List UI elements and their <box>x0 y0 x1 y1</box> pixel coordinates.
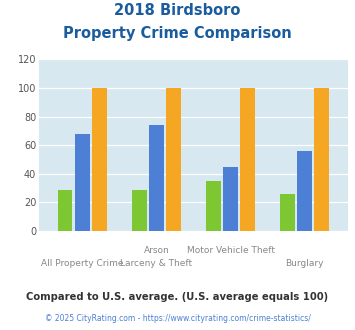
Bar <box>280 194 295 231</box>
Text: © 2025 CityRating.com - https://www.cityrating.com/crime-statistics/: © 2025 CityRating.com - https://www.city… <box>45 314 310 323</box>
Bar <box>206 181 221 231</box>
Text: Compared to U.S. average. (U.S. average equals 100): Compared to U.S. average. (U.S. average … <box>26 292 329 302</box>
Text: Motor Vehicle Theft: Motor Vehicle Theft <box>187 246 275 255</box>
Bar <box>240 88 255 231</box>
Text: 2018 Birdsboro: 2018 Birdsboro <box>114 3 241 18</box>
Text: Burglary: Burglary <box>285 259 324 268</box>
Text: All Property Crime: All Property Crime <box>41 259 123 268</box>
Bar <box>223 167 238 231</box>
Text: Larceny & Theft: Larceny & Theft <box>120 259 192 268</box>
Bar <box>132 189 147 231</box>
Bar <box>315 88 329 231</box>
Legend: Birdsboro, Pennsylvania, National: Birdsboro, Pennsylvania, National <box>50 329 337 330</box>
Bar <box>149 125 164 231</box>
Bar <box>58 189 72 231</box>
Bar <box>297 151 312 231</box>
Bar <box>92 88 106 231</box>
Bar <box>75 134 89 231</box>
Bar <box>166 88 181 231</box>
Text: Property Crime Comparison: Property Crime Comparison <box>63 26 292 41</box>
Text: Arson: Arson <box>143 246 169 255</box>
